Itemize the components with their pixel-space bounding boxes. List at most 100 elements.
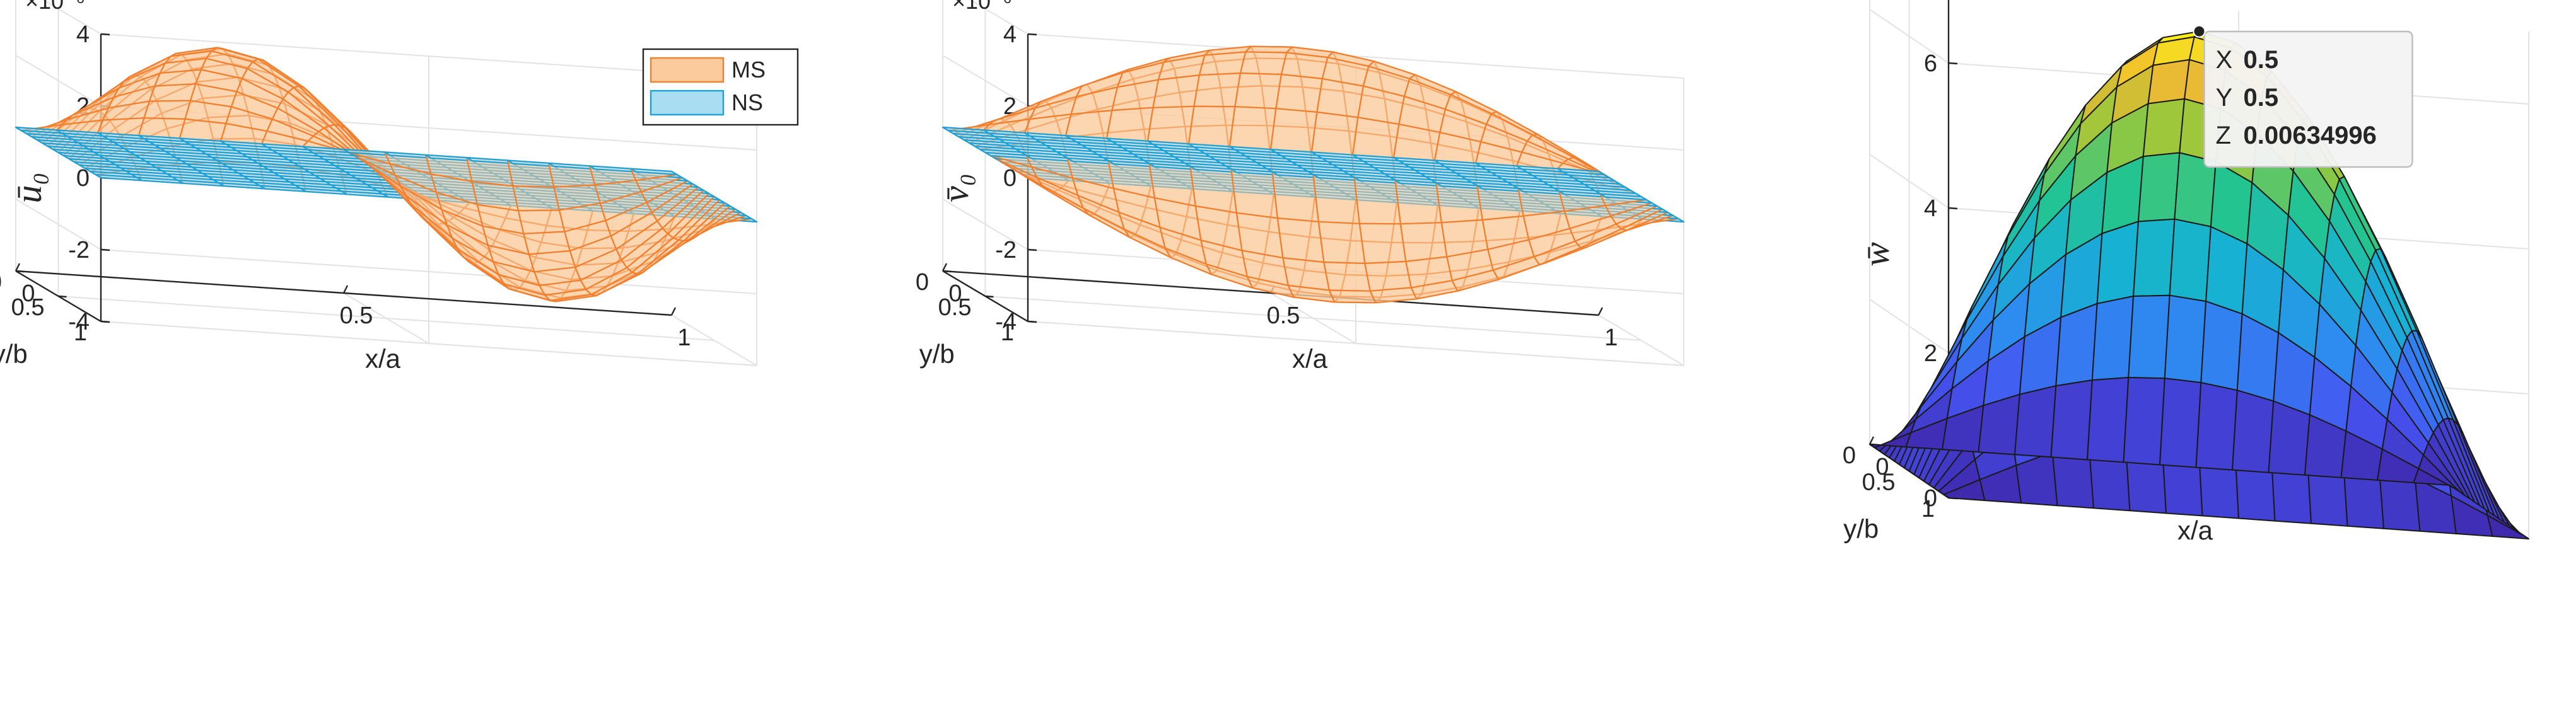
- z-tick-label: 4: [1003, 21, 1017, 48]
- surface-cell-ms: [1228, 106, 1277, 151]
- surface-cell-ms: [1399, 222, 1448, 262]
- surface-cell-ms: [517, 209, 566, 234]
- surface-cell-w: [2159, 377, 2202, 468]
- surfaces: [941, 45, 1685, 304]
- datatip-z-label: Z: [2216, 122, 2231, 149]
- surface-cell-w: [2195, 382, 2238, 471]
- datatip-z-value: 0.00634996: [2244, 122, 2377, 149]
- datatip-marker[interactable]: [2193, 25, 2206, 38]
- surface-cell-w: [1869, 432, 1912, 449]
- y-tick-label: 1: [1001, 320, 1014, 346]
- x-axis-label: x/a: [365, 344, 401, 374]
- y-axis-label: y/b: [0, 339, 28, 369]
- surface-cell-ms: [1328, 289, 1377, 304]
- x-tick-mark: [342, 285, 349, 294]
- surfaces: [15, 47, 758, 302]
- surface-cell-ms: [1440, 219, 1489, 258]
- y-tick-label: 1: [74, 320, 87, 346]
- y-tick-mark: [58, 295, 67, 298]
- surface-cell-ms: [1235, 212, 1284, 259]
- z-axis-label: w̄: [1856, 242, 1897, 267]
- surface-cell-ms: [178, 118, 227, 142]
- surfaces: [1869, 30, 2529, 539]
- surface-cell-ms: [1317, 221, 1366, 264]
- datatip-box: [2203, 30, 2413, 168]
- y-tick-mark: [985, 295, 994, 298]
- surface-cell-ms: [1394, 179, 1442, 225]
- z-tick-mark: [1027, 33, 1037, 36]
- surface-cell-ms: [1271, 171, 1319, 222]
- x-tick-mark: [670, 307, 677, 316]
- y-tick-label: 0.5: [938, 294, 972, 321]
- surface-cell-ns: [1556, 168, 1605, 176]
- surface-cell-w: [2091, 296, 2135, 381]
- surface-cell-ms: [1198, 51, 1247, 76]
- x-tick-label: 0: [1875, 454, 1889, 480]
- grid-line: [58, 296, 714, 341]
- x-tick-label: 1: [1604, 325, 1617, 351]
- legend[interactable]: MS NS: [642, 48, 799, 126]
- surface-cell-ms: [1193, 72, 1242, 108]
- z-tick-label: 0: [76, 165, 90, 192]
- exponent-label: ×10⁻⁶: [952, 0, 1012, 14]
- axis-labels: x/a y/b v̄₀ ×10⁻⁶: [919, 0, 1328, 374]
- datatip-x-value: 0.5: [2244, 46, 2279, 74]
- y-axis-label: y/b: [919, 339, 955, 369]
- x-tick-label: 0.5: [340, 302, 373, 329]
- surface-cell-ms: [512, 185, 561, 212]
- z-tick-label: -4: [995, 309, 1017, 335]
- y-tick-label: 0: [916, 269, 929, 296]
- surface-cell-ms: [1187, 105, 1236, 147]
- z-axis-label: v̄₀: [935, 173, 976, 202]
- surface-cell-ms: [523, 231, 571, 255]
- x-axis-label: x/a: [2177, 516, 2213, 545]
- z-tick-label: 6: [1924, 50, 1937, 77]
- surface-cell-ms: [1152, 74, 1201, 108]
- y-tick-label: 1: [1921, 496, 1935, 522]
- surface-cell-ms: [1064, 110, 1113, 139]
- surface-cell-w: [2268, 400, 2311, 476]
- surface-cell-ms: [148, 83, 197, 102]
- z-tick-label: 4: [76, 21, 90, 48]
- z-tick-label: -2: [68, 237, 90, 263]
- x-tick-label: 0: [21, 280, 35, 307]
- surface-cell-w: [2137, 152, 2181, 222]
- z-tick-label: 4: [1924, 195, 1937, 222]
- z-tick-mark: [100, 33, 110, 36]
- exponent-label: ×10⁻⁶: [25, 0, 85, 14]
- y-tick-mark: [942, 270, 952, 273]
- x-tick-label: 1: [677, 325, 691, 351]
- surface-cell-ms: [1310, 111, 1359, 156]
- z-tick-label: 0: [1924, 485, 1937, 512]
- datatip-x-label: X: [2216, 46, 2233, 74]
- surface-cell-ms: [1353, 176, 1401, 225]
- surface-cell-ms: [137, 117, 186, 139]
- x-tick-label: 0.5: [1267, 302, 1300, 329]
- y-tick-mark: [15, 270, 25, 273]
- x-tick-mark: [1597, 307, 1604, 316]
- surface-cell-ns: [629, 168, 678, 176]
- surface-cell-ms: [1275, 73, 1323, 113]
- z-axis-label: ū₀: [8, 172, 49, 203]
- x-tick-mark: [941, 263, 948, 272]
- surface-cell-ms: [1269, 108, 1318, 153]
- surface-cell-ms: [1316, 78, 1364, 118]
- surface-cell-w: [2128, 294, 2171, 379]
- surface-cell-w: [2123, 377, 2165, 466]
- z-tick-label: -2: [995, 237, 1017, 263]
- surface-cell-ms: [1312, 173, 1360, 224]
- surface-cell-ms: [1239, 51, 1288, 76]
- y-tick-label: 0.5: [1862, 470, 1896, 496]
- panel-w-chart: 024600.5100.51x/ay/bw̄×10⁻³X0.5Y0.5Z0.00…: [1843, 0, 2529, 545]
- surface-cell-w: [2232, 389, 2275, 473]
- x-tick-mark: [1868, 436, 1875, 445]
- datatip-y-value: 0.5: [2244, 84, 2279, 112]
- surface-cell-w: [2142, 98, 2186, 158]
- surface-cell-w: [2014, 385, 2057, 458]
- legend-label-ms: MS: [731, 57, 766, 83]
- surface-cell-ms: [1234, 72, 1283, 110]
- datatip[interactable]: X 0.5 Y 0.5 Z 0.00634996: [2193, 25, 2413, 168]
